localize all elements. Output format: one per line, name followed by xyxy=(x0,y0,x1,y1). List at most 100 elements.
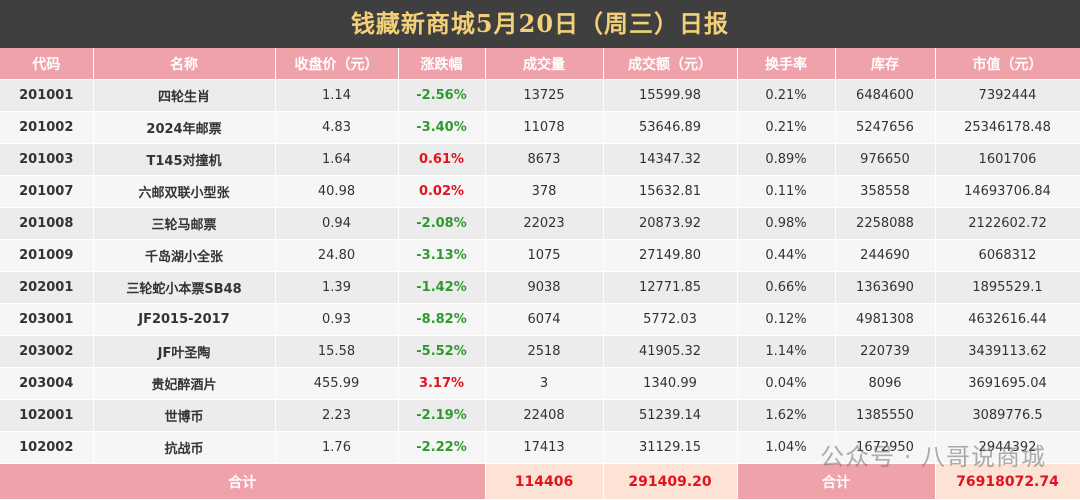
cell: 1.14% xyxy=(737,335,836,368)
column-header: 成交量 xyxy=(485,48,604,80)
cell: 976650 xyxy=(835,143,936,176)
column-header: 收盘价（元） xyxy=(275,48,399,80)
cell: 3439113.62 xyxy=(935,335,1080,368)
cell: 6074 xyxy=(485,303,604,336)
cell: 3089776.5 xyxy=(935,399,1080,432)
cell: 12771.85 xyxy=(603,271,738,304)
footer-row: 合计 114406 291409.20 合计 76918072.74 xyxy=(0,463,1080,499)
cell: 0.21% xyxy=(737,79,836,112)
cell: 0.02% xyxy=(398,175,486,208)
data-row: 201002 2024年邮票 4.83 -3.40% 11078 53646.89 0.21… xyxy=(0,111,1080,144)
cell: 3691695.04 xyxy=(935,367,1080,400)
cell: 0.89% xyxy=(737,143,836,176)
cell: 203004 xyxy=(0,367,94,400)
cell: 1.76 xyxy=(275,431,399,464)
cell: 4632616.44 xyxy=(935,303,1080,336)
cell: -5.52% xyxy=(398,335,486,368)
cell: 0.12% xyxy=(737,303,836,336)
cell: 20873.92 xyxy=(603,207,738,240)
cell: 24.80 xyxy=(275,239,399,272)
cell: 378 xyxy=(485,175,604,208)
cell: 2258088 xyxy=(835,207,936,240)
cell: 贵妃醉酒片 xyxy=(93,367,276,400)
cell: JF2015-2017 xyxy=(93,303,276,336)
footer-cell: 76918072.74 xyxy=(935,463,1080,499)
cell: 9038 xyxy=(485,271,604,304)
column-header: 换手率 xyxy=(737,48,836,80)
data-row: 201009 千岛湖小全张 24.80 -3.13% 1075 27149.80 0.44%… xyxy=(0,239,1080,272)
data-row: 102001 世博币 2.23 -2.19% 22408 51239.14 1.62% 138… xyxy=(0,399,1080,432)
cell: 6068312 xyxy=(935,239,1080,272)
data-row: 202001 三轮蛇小本票SB48 1.39 -1.42% 9038 12771.85 0.… xyxy=(0,271,1080,304)
column-header: 市值（元） xyxy=(935,48,1080,80)
cell: 53646.89 xyxy=(603,111,738,144)
cell: 203002 xyxy=(0,335,94,368)
cell: 4.83 xyxy=(275,111,399,144)
cell: 5772.03 xyxy=(603,303,738,336)
cell: 14693706.84 xyxy=(935,175,1080,208)
column-header: 成交额（元） xyxy=(603,48,738,80)
cell: 220739 xyxy=(835,335,936,368)
data-row: 201001 四轮生肖 1.14 -2.56% 13725 15599.98 0.21% 64… xyxy=(0,79,1080,112)
cell: 0.94 xyxy=(275,207,399,240)
column-header: 库存 xyxy=(835,48,936,80)
cell: 1601706 xyxy=(935,143,1080,176)
cell: 1385550 xyxy=(835,399,936,432)
cell: 27149.80 xyxy=(603,239,738,272)
cell: 0.98% xyxy=(737,207,836,240)
cell: 6484600 xyxy=(835,79,936,112)
footer-cell: 合计 xyxy=(737,463,936,499)
cell: -2.19% xyxy=(398,399,486,432)
cell: 1.62% xyxy=(737,399,836,432)
cell: 2518 xyxy=(485,335,604,368)
cell: 0.11% xyxy=(737,175,836,208)
footer-cell: 114406 xyxy=(485,463,604,499)
cell: 5247656 xyxy=(835,111,936,144)
cell: 102002 xyxy=(0,431,94,464)
cell: 358558 xyxy=(835,175,936,208)
cell: 0.21% xyxy=(737,111,836,144)
cell: -3.40% xyxy=(398,111,486,144)
cell: 1895529.1 xyxy=(935,271,1080,304)
data-row: 201007 六邮双联小型张 40.98 0.02% 378 15632.81 0.11% 3… xyxy=(0,175,1080,208)
cell: 六邮双联小型张 xyxy=(93,175,276,208)
cell: 8096 xyxy=(835,367,936,400)
cell: 15.58 xyxy=(275,335,399,368)
cell: JF叶圣陶 xyxy=(93,335,276,368)
cell: 51239.14 xyxy=(603,399,738,432)
cell: -3.13% xyxy=(398,239,486,272)
cell: 201002 xyxy=(0,111,94,144)
cell: 202001 xyxy=(0,271,94,304)
cell: 2122602.72 xyxy=(935,207,1080,240)
cell: 41905.32 xyxy=(603,335,738,368)
cell: 0.93 xyxy=(275,303,399,336)
data-row: 201008 三轮马邮票 0.94 -2.08% 22023 20873.92 0.98% 2… xyxy=(0,207,1080,240)
cell: 三轮蛇小本票SB48 xyxy=(93,271,276,304)
cell: 201009 xyxy=(0,239,94,272)
cell: -2.22% xyxy=(398,431,486,464)
cell: -1.42% xyxy=(398,271,486,304)
cell: -8.82% xyxy=(398,303,486,336)
cell: 1363690 xyxy=(835,271,936,304)
cell: 2.23 xyxy=(275,399,399,432)
title: 钱藏新商城5月20日（周三）日报 xyxy=(0,0,1080,48)
data-row: 203002 JF叶圣陶 15.58 -5.52% 2518 41905.32 1.14% 2… xyxy=(0,335,1080,368)
column-header: 涨跌幅 xyxy=(398,48,486,80)
cell: 25346178.48 xyxy=(935,111,1080,144)
cell: 17413 xyxy=(485,431,604,464)
cell: 0.61% xyxy=(398,143,486,176)
cell: 1672950 xyxy=(835,431,936,464)
cell: 8673 xyxy=(485,143,604,176)
cell: 201008 xyxy=(0,207,94,240)
cell: 11078 xyxy=(485,111,604,144)
cell: 201001 xyxy=(0,79,94,112)
cell: 1075 xyxy=(485,239,604,272)
column-header: 名称 xyxy=(93,48,276,80)
cell: 2944392 xyxy=(935,431,1080,464)
cell: 22023 xyxy=(485,207,604,240)
header-row: 代码 名称 收盘价（元） 涨跌幅 成交量 成交额（元） 换手率 库存 市值（元） xyxy=(0,48,1080,80)
cell: 1.04% xyxy=(737,431,836,464)
cell: 1.14 xyxy=(275,79,399,112)
footer-cell: 合计 xyxy=(0,463,486,499)
cell: 22408 xyxy=(485,399,604,432)
